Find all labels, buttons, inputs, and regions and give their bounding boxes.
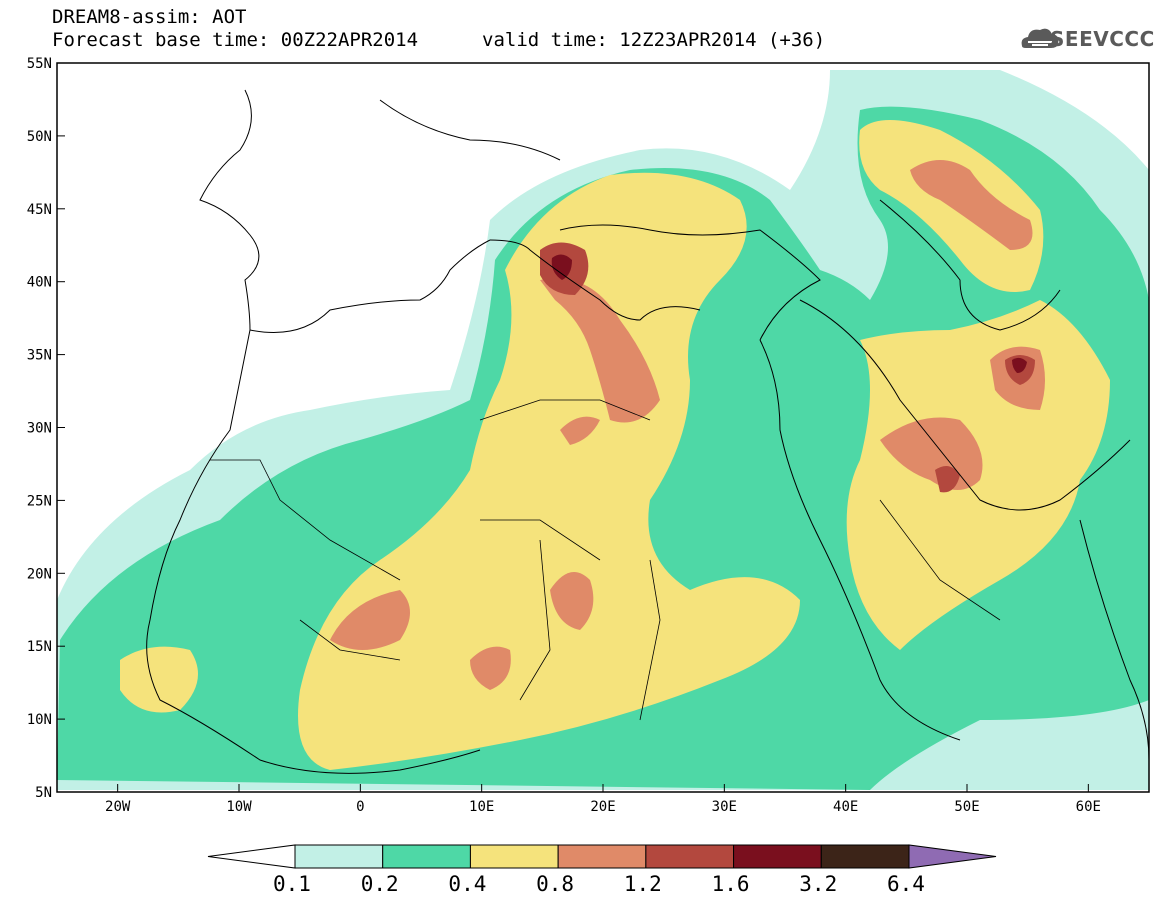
colorbar-level-label: 0.8 [536, 872, 575, 896]
lat-tick-label: 15N [27, 639, 52, 655]
colorbar-over-triangle [908, 844, 997, 869]
lat-tick-label: 50N [27, 129, 52, 145]
lon-tick-label: 40E [833, 799, 858, 815]
aot-level-1-6 [551, 254, 1027, 373]
lat-tick-label: 30N [27, 421, 52, 437]
lat-tick-label: 5N [35, 785, 52, 801]
colorbar-under-triangle [207, 844, 296, 869]
aot-level-0-8 [330, 160, 1045, 690]
colorbar-box [557, 844, 647, 869]
lon-tick-label: 0 [356, 799, 364, 815]
lon-tick-label: 30E [712, 799, 737, 815]
lon-tick-label: 20W [105, 799, 131, 815]
longitude-ticks: 20W 10W 0 10E 20E 30E 40E 50E 60E [105, 784, 1101, 815]
lat-tick-label: 35N [27, 348, 52, 364]
colorbar-level-label: 3.2 [799, 872, 838, 896]
logo-text: SEEVCCC [1050, 27, 1155, 51]
coastlines [146, 89, 1149, 774]
lat-tick-label: 45N [27, 202, 52, 218]
title-base-time: Forecast base time: 00Z22APR2014 [52, 29, 419, 51]
lon-tick-label: 50E [954, 799, 979, 815]
colorbar-level-label: 0.4 [448, 872, 487, 896]
colorbar-box [820, 844, 910, 869]
lat-tick-label: 25N [27, 493, 52, 509]
lon-tick-label: 10E [469, 799, 494, 815]
lat-tick-label: 20N [27, 566, 52, 582]
latitude-ticks: 55N 50N 45N 40N 35N 30N 25N 20N 15N 10N 5N [27, 56, 65, 801]
title-model: DREAM8-assim: AOT [52, 6, 247, 28]
lon-tick-label: 60E [1076, 799, 1101, 815]
cloud-logo-icon [1021, 28, 1059, 48]
lon-tick-label: 10W [226, 799, 252, 815]
colorbar-box [469, 844, 559, 869]
lat-tick-label: 10N [27, 712, 52, 728]
colorbar-box [645, 844, 735, 869]
colorbar-level-label: 6.4 [887, 872, 925, 896]
colorbar-level-label: 0.1 [273, 872, 311, 896]
colorbar [207, 844, 997, 869]
colorbar-level-label: 1.2 [623, 872, 662, 896]
aot-fields [57, 70, 1149, 790]
colorbar-box [294, 844, 384, 869]
lon-tick-label: 20E [590, 799, 615, 815]
colorbar-box [382, 844, 471, 869]
colorbar-box [733, 844, 822, 869]
lat-tick-label: 55N [27, 56, 52, 72]
title-valid-time: valid time: 12Z23APR2014 (+36) [482, 29, 826, 51]
colorbar-level-label: 1.6 [711, 872, 750, 896]
lat-tick-label: 40N [27, 275, 52, 291]
colorbar-level-label: 0.2 [360, 872, 399, 896]
country-borders [210, 399, 1001, 721]
